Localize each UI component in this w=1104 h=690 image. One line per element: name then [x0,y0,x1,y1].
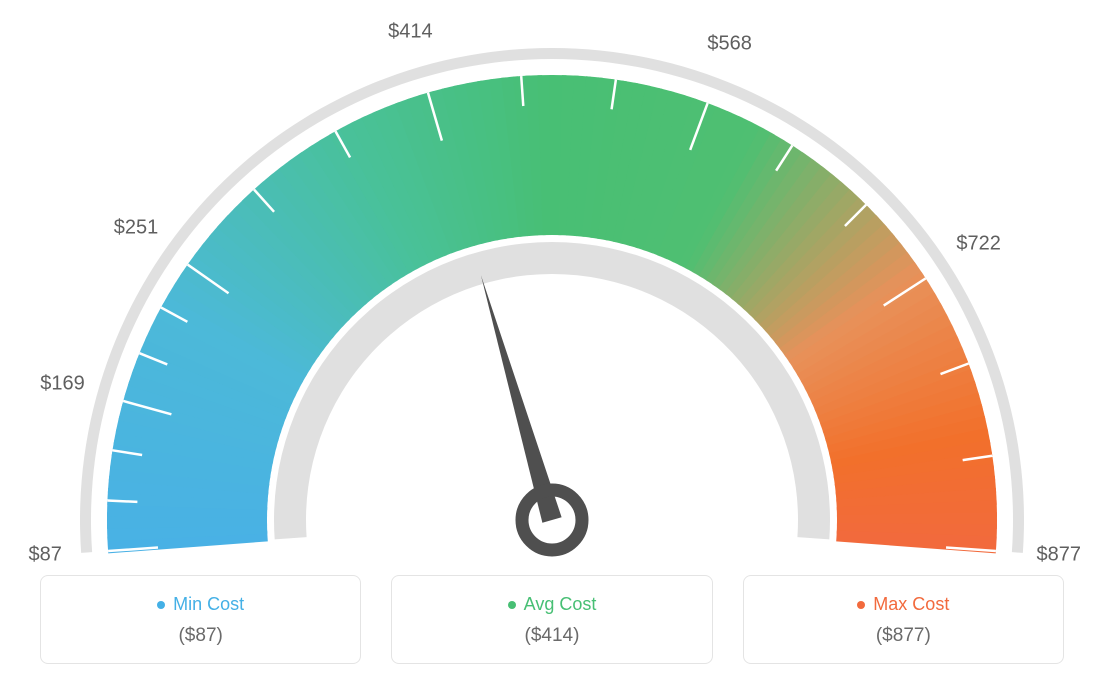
tick-label: $722 [956,233,1001,256]
legend-row: Min Cost ($87) Avg Cost ($414) Max Cost … [0,575,1104,664]
legend-max-value: ($877) [754,625,1053,647]
gauge-area: $87$169$251$414$568$722$877 [0,0,1104,560]
legend-label-min: Min Cost [157,594,244,615]
legend-label-avg: Avg Cost [508,594,597,615]
tick-label: $251 [114,217,159,240]
tick-label: $169 [40,373,85,396]
legend-card-min: Min Cost ($87) [40,575,361,664]
legend-avg-value: ($414) [402,625,701,647]
legend-avg-text: Avg Cost [524,594,597,615]
tick-label: $414 [388,21,433,44]
dot-icon [157,601,165,609]
chart-container: $87 $169 $251 $414 $568 $722 $877 Min Cost ($8… [0,0,1104,690]
legend-card-avg: Avg Cost ($414) [391,575,712,664]
tick-label: $568 [707,33,752,56]
tick-label: $87 [29,544,62,567]
legend-min-text: Min Cost [173,594,244,615]
gauge-svg [0,0,1104,575]
legend-max-text: Max Cost [873,594,949,615]
dot-icon [508,601,516,609]
tick-label: $877 [1037,544,1082,567]
legend-label-max: Max Cost [857,594,949,615]
legend-card-max: Max Cost ($877) [743,575,1064,664]
legend-min-value: ($87) [51,625,350,647]
dot-icon [857,601,865,609]
